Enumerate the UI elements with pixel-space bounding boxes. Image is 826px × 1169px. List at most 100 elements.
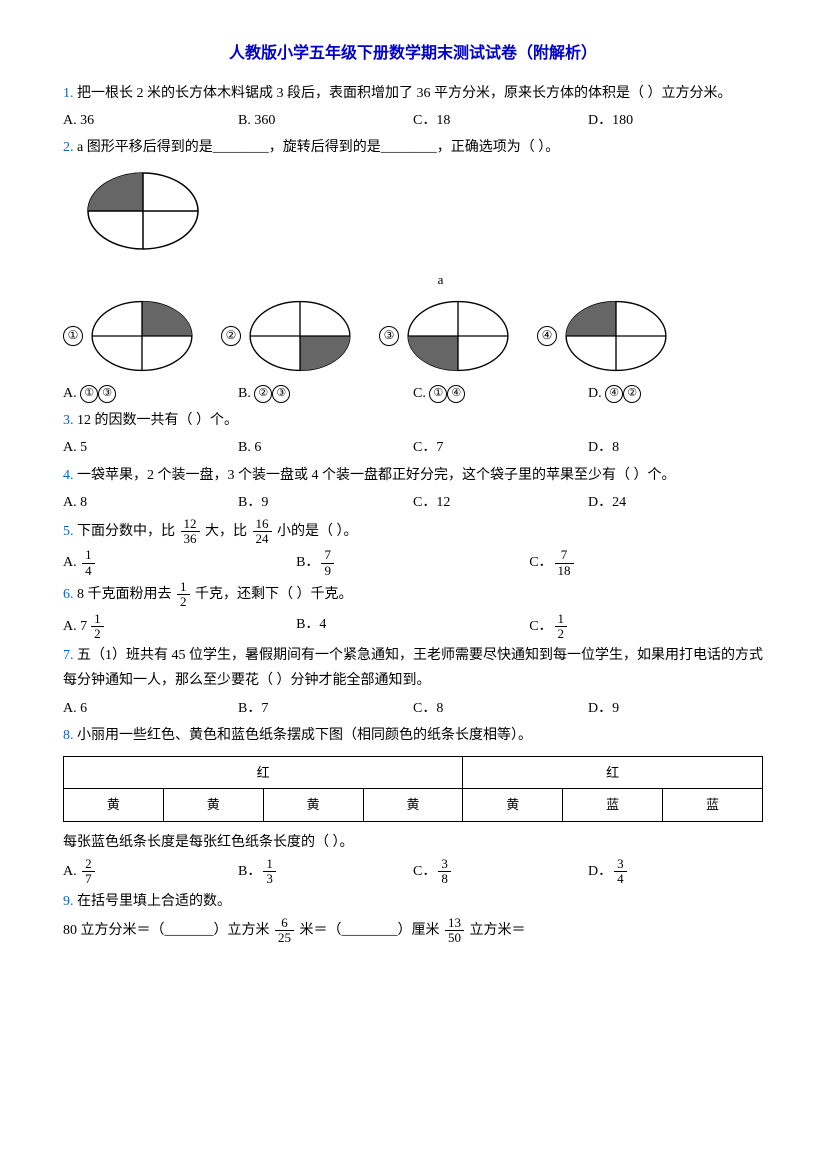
q3-options: A. 5 B. 6 C．7 D．8 [63, 435, 763, 460]
question-6: 6. 8 千克面粉用去 12 千克，还剩下（ ）千克。 [63, 580, 763, 610]
q5-text-post: 小的是（ ）。 [277, 524, 358, 539]
q8-text2: 每张蓝色纸条长度是每张红色纸条长度的（ ）。 [63, 830, 763, 855]
q6-opt-c: C．12 [529, 612, 762, 642]
q8-text: 小丽用一些红色、黄色和蓝色纸条摆成下图（相同颜色的纸条长度相等）。 [77, 728, 532, 743]
q7-opt-b: B．7 [238, 696, 413, 721]
question-5: 5. 下面分数中，比 1236 大，比 1624 小的是（ ）。 [63, 517, 763, 547]
q2-opt-c: C. ①④ [413, 381, 588, 406]
oval-4-icon [561, 297, 671, 375]
oval-label-2: ② [221, 326, 241, 346]
q5-text-mid: 大，比 [205, 524, 247, 539]
question-8: 8. 小丽用一些红色、黄色和蓝色纸条摆成下图（相同颜色的纸条长度相等）。 [63, 723, 763, 748]
q7-opt-a: A. 6 [63, 696, 238, 721]
q9-line2-mid: 米＝（________）厘米 [300, 923, 444, 938]
q9-frac1: 625 [275, 916, 294, 946]
table-cell: 蓝 [563, 789, 663, 821]
table-cell-red2: 红 [463, 757, 763, 789]
question-1: 1. 把一根长 2 米的长方体木料锯成 3 段后，表面积增加了 36 平方分米，… [63, 81, 763, 106]
q1-options: A. 36 B. 360 C．18 D．180 [63, 108, 763, 133]
q9-text: 在括号里填上合适的数。 [77, 894, 231, 909]
table-row: 黄 黄 黄 黄 黄 蓝 蓝 [64, 789, 763, 821]
q9-line2: 80 立方分米＝（_______）立方米 625 米＝（________）厘米 … [63, 916, 763, 946]
q2-choice-figures: ① ② ③ [63, 297, 763, 375]
q8-table: 红 红 黄 黄 黄 黄 黄 蓝 蓝 [63, 756, 763, 822]
q8-opt-d: D．34 [588, 857, 763, 887]
table-cell: 蓝 [663, 789, 763, 821]
question-3: 3. 12 的因数一共有（ ）个。 [63, 408, 763, 433]
q6-opt-a: A. 712 [63, 612, 296, 642]
q8-num: 8. [63, 728, 74, 743]
q4-text: 一袋苹果，2 个装一盘，3 个装一盘或 4 个装一盘都正好分完，这个袋子里的苹果… [77, 468, 676, 483]
oval-label-4: ④ [537, 326, 557, 346]
q1-text: 把一根长 2 米的长方体木料锯成 3 段后，表面积增加了 36 平方分米，原来长… [77, 86, 732, 101]
question-4: 4. 一袋苹果，2 个装一盘，3 个装一盘或 4 个装一盘都正好分完，这个袋子里… [63, 463, 763, 488]
q5-num: 5. [63, 524, 74, 539]
q6-frac1: 12 [177, 580, 190, 610]
q3-opt-c: C．7 [413, 435, 588, 460]
q7-opt-c: C．8 [413, 696, 588, 721]
q2-opt-a: A. ①③ [63, 381, 238, 406]
q1-num: 1. [63, 86, 74, 101]
q2-figure-a [83, 168, 763, 263]
q5-opt-c: C．718 [529, 548, 762, 578]
oval-a-icon [83, 168, 203, 254]
q5-frac1: 1236 [181, 517, 200, 547]
q6-opt-b: B．4 [296, 612, 529, 642]
q4-options: A. 8 B．9 C．12 D．24 [63, 490, 763, 515]
q8-opt-a: A. 27 [63, 857, 238, 887]
question-7: 7. 五（1）班共有 45 位学生，暑假期间有一个紧急通知，王老师需要尽快通知到… [63, 643, 763, 693]
q9-num: 9. [63, 894, 74, 909]
q3-opt-b: B. 6 [238, 435, 413, 460]
page-title: 人教版小学五年级下册数学期末测试试卷（附解析） [63, 40, 763, 69]
q3-num: 3. [63, 413, 74, 428]
q9-line2-pre: 80 立方分米＝（_______）立方米 [63, 923, 273, 938]
q1-opt-d: D．180 [588, 108, 763, 133]
q4-opt-a: A. 8 [63, 490, 238, 515]
q3-opt-a: A. 5 [63, 435, 238, 460]
table-cell: 黄 [363, 789, 463, 821]
q4-num: 4. [63, 468, 74, 483]
table-cell: 黄 [263, 789, 363, 821]
table-cell: 黄 [64, 789, 164, 821]
oval-2-icon [245, 297, 355, 375]
q9-frac2: 1350 [445, 916, 464, 946]
q2-text: a 图形平移后得到的是________，旋转后得到的是________，正确选项… [77, 140, 559, 155]
oval-label-1: ① [63, 326, 83, 346]
table-row: 红 红 [64, 757, 763, 789]
q7-opt-d: D．9 [588, 696, 763, 721]
q4-opt-b: B．9 [238, 490, 413, 515]
q2-a-label: a [118, 268, 763, 291]
oval-1-icon [87, 297, 197, 375]
q2-options: A. ①③ B. ②③ C. ①④ D. ④② [63, 381, 763, 406]
q9-line2-post: 立方米＝ [470, 923, 526, 938]
q3-opt-d: D．8 [588, 435, 763, 460]
q5-opt-b: B．79 [296, 548, 529, 578]
q6-text-post: 千克，还剩下（ ）千克。 [195, 587, 353, 602]
q5-frac2: 1624 [253, 517, 272, 547]
q1-opt-a: A. 36 [63, 108, 238, 133]
q8-options: A. 27 B．13 C．38 D．34 [63, 857, 763, 887]
q6-text-pre: 8 千克面粉用去 [77, 587, 172, 602]
q2-num: 2. [63, 140, 74, 155]
q8-opt-c: C．38 [413, 857, 588, 887]
q4-opt-d: D．24 [588, 490, 763, 515]
table-cell: 黄 [463, 789, 563, 821]
table-cell-red1: 红 [64, 757, 463, 789]
q1-opt-b: B. 360 [238, 108, 413, 133]
question-9: 9. 在括号里填上合适的数。 [63, 889, 763, 914]
oval-label-3: ③ [379, 326, 399, 346]
q5-opt-a: A. 14 [63, 548, 296, 578]
q3-text: 12 的因数一共有（ ）个。 [77, 413, 238, 428]
q6-options: A. 712 B．4 C．12 [63, 612, 763, 642]
question-2: 2. a 图形平移后得到的是________，旋转后得到的是________，正… [63, 135, 763, 160]
q2-opt-b: B. ②③ [238, 381, 413, 406]
q8-opt-b: B．13 [238, 857, 413, 887]
table-cell: 黄 [163, 789, 263, 821]
q7-text: 五（1）班共有 45 位学生，暑假期间有一个紧急通知，王老师需要尽快通知到每一位… [63, 648, 763, 688]
oval-3-icon [403, 297, 513, 375]
q7-num: 7. [63, 648, 74, 663]
q4-opt-c: C．12 [413, 490, 588, 515]
q5-text-pre: 下面分数中，比 [77, 524, 175, 539]
q1-opt-c: C．18 [413, 108, 588, 133]
q2-opt-d: D. ④② [588, 381, 763, 406]
